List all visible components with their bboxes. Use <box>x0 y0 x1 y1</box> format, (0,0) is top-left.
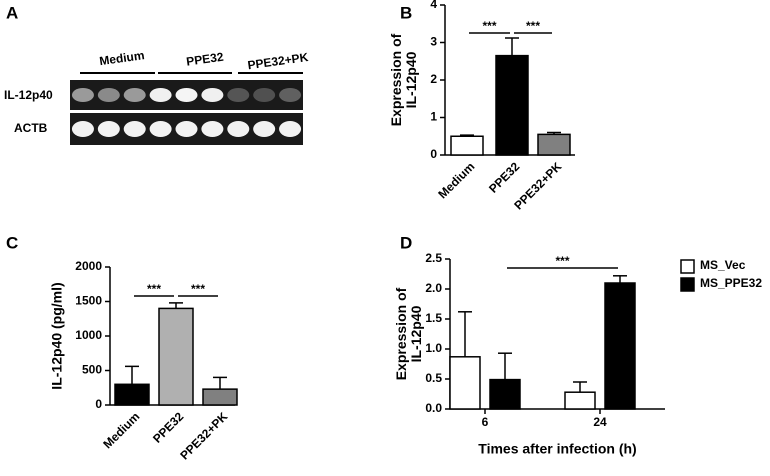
y-tick-label: 2.5 <box>425 251 442 265</box>
band <box>279 121 302 137</box>
y-tick-label: 4 <box>430 0 437 11</box>
gel-group-label: PPE32 <box>185 50 224 69</box>
band <box>71 88 94 102</box>
band <box>149 121 172 137</box>
band <box>123 88 146 102</box>
gel-bands <box>71 88 302 137</box>
annotation: *** <box>555 254 569 268</box>
band <box>253 88 276 102</box>
y-tick-label: 2000 <box>75 259 102 273</box>
bar <box>450 135 484 156</box>
x-tick-label: 24 <box>593 415 607 429</box>
x-tick-label: Medium <box>435 159 477 201</box>
gel-group-label: PPE32+PK <box>247 50 310 72</box>
gel-row-label: ACTB <box>14 121 48 135</box>
annotation: *** <box>526 19 540 33</box>
x-tick-label: PPE32 <box>150 409 187 446</box>
y-axis-label: Expression of <box>393 287 409 380</box>
bar <box>114 383 150 406</box>
y-tick-label: 2.0 <box>425 281 442 295</box>
bar <box>449 356 481 410</box>
y-tick-label: 0.5 <box>425 371 442 385</box>
band <box>201 121 224 137</box>
bar <box>604 282 636 410</box>
gel-group-label: Medium <box>98 48 145 68</box>
panel-label: C <box>6 233 18 252</box>
band <box>123 121 146 137</box>
bar <box>564 391 596 410</box>
band <box>227 88 250 102</box>
band <box>175 121 198 137</box>
band <box>97 121 120 137</box>
y-axis-label: IL-12p40 <box>408 305 424 362</box>
bar <box>202 388 238 406</box>
panel-label: D <box>400 233 412 252</box>
band <box>201 88 224 102</box>
band <box>253 121 276 137</box>
legend-label: MS_PPE32 <box>700 276 762 290</box>
bar <box>489 378 521 410</box>
band <box>149 88 172 102</box>
y-tick-label: 1500 <box>75 294 102 308</box>
band <box>227 121 250 137</box>
annotation: *** <box>482 19 496 33</box>
band <box>175 88 198 102</box>
y-tick-label: 1.0 <box>425 341 442 355</box>
x-tick-label: 6 <box>482 415 489 429</box>
y-tick-label: 1 <box>430 110 437 124</box>
x-axis-label: Times after infection (h) <box>478 441 636 457</box>
y-axis-label: IL-12p40 <box>403 51 419 108</box>
band <box>97 88 120 102</box>
panel-label: A <box>6 3 18 22</box>
legend-swatch <box>680 277 695 292</box>
x-tick-label: PPE32 <box>486 159 523 196</box>
y-axis-label: Expression of <box>388 33 404 126</box>
y-tick-label: 1.5 <box>425 311 442 325</box>
bar <box>158 307 194 406</box>
annotation: *** <box>191 282 205 296</box>
panel-label: B <box>400 3 412 22</box>
band <box>279 88 302 102</box>
annotation: *** <box>147 282 161 296</box>
bar <box>495 54 529 156</box>
y-tick-label: 1000 <box>75 328 102 342</box>
y-tick-label: 0 <box>430 147 437 161</box>
y-axis-label: IL-12p40 (pg/ml) <box>49 282 65 389</box>
y-tick-label: 0 <box>95 397 102 411</box>
y-tick-label: 3 <box>430 35 437 49</box>
y-tick-label: 500 <box>82 363 102 377</box>
y-tick-label: 0.0 <box>425 401 442 415</box>
legend-label: MS_Vec <box>700 258 746 272</box>
gel-row-label: IL-12p40 <box>4 88 53 102</box>
y-tick-label: 2 <box>430 72 437 86</box>
x-tick-label: Medium <box>100 409 142 451</box>
band <box>71 121 94 137</box>
legend-swatch <box>680 259 695 274</box>
bar <box>537 133 571 156</box>
x-tick-label: PPE32+PK <box>177 409 230 462</box>
